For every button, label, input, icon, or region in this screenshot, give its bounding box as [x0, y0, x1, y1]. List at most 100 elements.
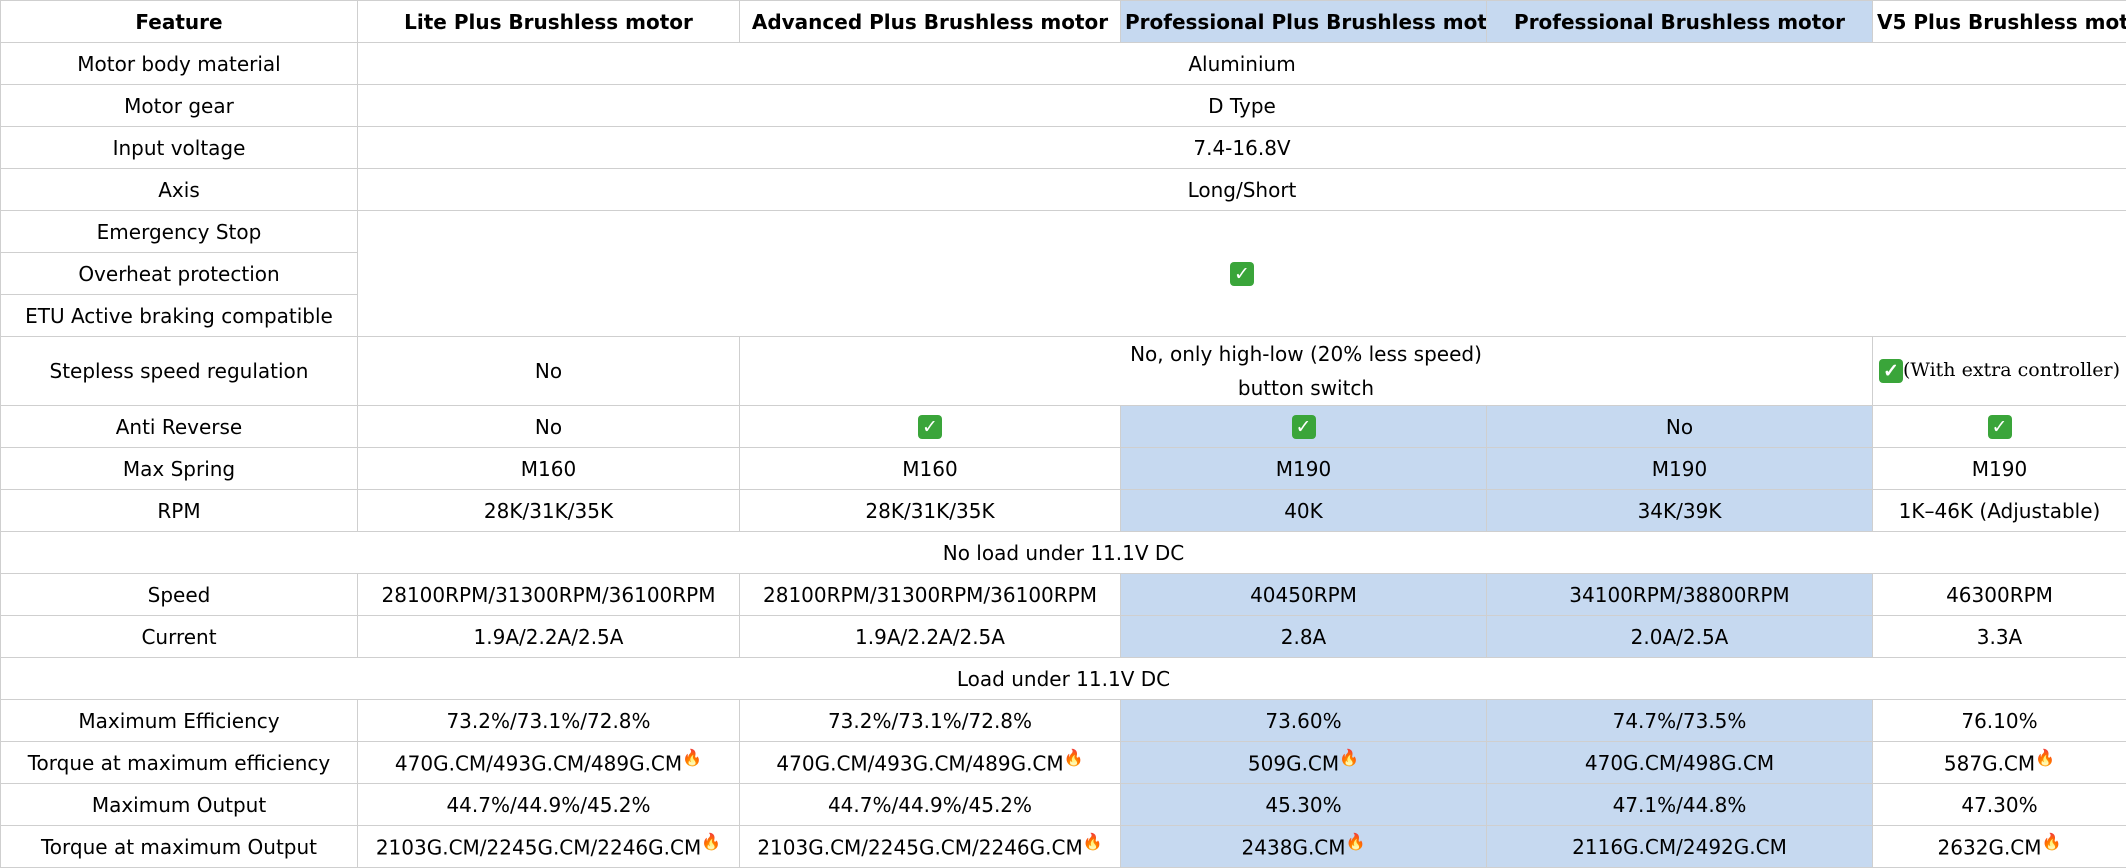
- section-heading-no-load: No load under 11.1V DC: [1, 532, 2126, 574]
- cell-advanced-value: 470G.CM/493G.CM/489G.CM: [776, 751, 1063, 775]
- cell-advanced: 1.9A/2.2A/2.5A: [740, 616, 1121, 658]
- cell-pro-plus: 45.30%: [1121, 784, 1487, 826]
- cell-lite: 1.9A/2.2A/2.5A: [358, 616, 740, 658]
- cell-advanced: 28100RPM/31300RPM/36100RPM: [740, 574, 1121, 616]
- cell-v5: 2632G.CM🔥: [1873, 826, 2126, 868]
- cell-pro-plus-value: 509G.CM: [1248, 751, 1339, 775]
- cell-pro: 470G.CM/498G.CM: [1487, 742, 1873, 784]
- table-row: Emergency Stop ✓: [1, 211, 2126, 253]
- row-label: ETU Active braking compatible: [1, 295, 358, 337]
- cell-advanced-value: 2103G.CM/2245G.CM/2246G.CM: [757, 835, 1082, 859]
- fire-icon: 🔥: [1064, 750, 1084, 766]
- cell-v5: 587G.CM🔥: [1873, 742, 2126, 784]
- row-label: Emergency Stop: [1, 211, 358, 253]
- cell-pro-plus: 509G.CM🔥: [1121, 742, 1487, 784]
- header-pro-plus: Professional Plus Brushless motor: [1121, 1, 1487, 43]
- cell-advanced: ✓: [740, 406, 1121, 448]
- cell-v5: 46300RPM: [1873, 574, 2126, 616]
- merged-value: D Type: [358, 85, 2126, 127]
- fire-icon: 🔥: [2042, 834, 2062, 850]
- merged-value: Aluminium: [358, 43, 2126, 85]
- cell-lite: M160: [358, 448, 740, 490]
- row-label: Maximum Output: [1, 784, 358, 826]
- cell-v5-note: (With extra controller): [1903, 359, 2120, 381]
- cell-lite-value: 2103G.CM/2245G.CM/2246G.CM: [376, 835, 701, 859]
- cell-lite: 2103G.CM/2245G.CM/2246G.CM🔥: [358, 826, 740, 868]
- cell-advanced: 28K/31K/35K: [740, 490, 1121, 532]
- cell-lite: 28K/31K/35K: [358, 490, 740, 532]
- table-row: Motor gear D Type: [1, 85, 2126, 127]
- cell-v5: 76.10%: [1873, 700, 2126, 742]
- cell-v5: M190: [1873, 448, 2126, 490]
- table-row: Speed 28100RPM/31300RPM/36100RPM 28100RP…: [1, 574, 2126, 616]
- row-label: Axis: [1, 169, 358, 211]
- header-advanced: Advanced Plus Brushless motor: [740, 1, 1121, 43]
- check-mark-icon: ✓: [918, 415, 942, 439]
- row-label: Stepless speed regulation: [1, 337, 358, 406]
- fire-icon: 🔥: [1346, 834, 1366, 850]
- cell-pro-plus: 40K: [1121, 490, 1487, 532]
- cell-v5: 3.3A: [1873, 616, 2126, 658]
- fire-icon: 🔥: [2035, 750, 2055, 766]
- merged-check-cell: ✓: [358, 211, 2126, 337]
- check-mark-icon: ✓: [1988, 415, 2012, 439]
- merged-value: Long/Short: [358, 169, 2126, 211]
- merged-value: No, only high-low (20% less speed) butto…: [740, 337, 1873, 406]
- table-row: RPM 28K/31K/35K 28K/31K/35K 40K 34K/39K …: [1, 490, 2126, 532]
- cell-v5: 47.30%: [1873, 784, 2126, 826]
- cell-lite: No: [358, 337, 740, 406]
- cell-pro-plus: 40450RPM: [1121, 574, 1487, 616]
- table-row: Input voltage 7.4-16.8V: [1, 127, 2126, 169]
- cell-advanced: 44.7%/44.9%/45.2%: [740, 784, 1121, 826]
- cell-pro: 2.0A/2.5A: [1487, 616, 1873, 658]
- cell-pro-plus: 73.60%: [1121, 700, 1487, 742]
- cell-v5: ✓(With extra controller): [1873, 337, 2126, 406]
- cell-pro: 2116G.CM/2492G.CM: [1487, 826, 1873, 868]
- row-label: Current: [1, 616, 358, 658]
- section-row: Load under 11.1V DC: [1, 658, 2126, 700]
- row-label: Motor gear: [1, 85, 358, 127]
- header-row: Feature Lite Plus Brushless motor Advanc…: [1, 1, 2126, 43]
- cell-pro-plus: M190: [1121, 448, 1487, 490]
- fire-icon: 🔥: [1083, 834, 1103, 850]
- cell-pro: 34K/39K: [1487, 490, 1873, 532]
- row-label: Speed: [1, 574, 358, 616]
- fire-icon: 🔥: [682, 750, 702, 766]
- cell-lite: 73.2%/73.1%/72.8%: [358, 700, 740, 742]
- row-label: Torque at maximum Output: [1, 826, 358, 868]
- cell-pro-plus: 2.8A: [1121, 616, 1487, 658]
- table-row: Motor body material Aluminium: [1, 43, 2126, 85]
- section-heading-load: Load under 11.1V DC: [1, 658, 2126, 700]
- table-row: Stepless speed regulation No No, only hi…: [1, 337, 2126, 406]
- cell-v5-value: 587G.CM: [1944, 751, 2035, 775]
- table-row: Max Spring M160 M160 M190 M190 M190: [1, 448, 2126, 490]
- section-row: No load under 11.1V DC: [1, 532, 2126, 574]
- header-pro: Professional Brushless motor: [1487, 1, 1873, 43]
- row-label: Motor body material: [1, 43, 358, 85]
- row-label: Overheat protection: [1, 253, 358, 295]
- cell-advanced: 73.2%/73.1%/72.8%: [740, 700, 1121, 742]
- header-feature: Feature: [1, 1, 358, 43]
- fire-icon: 🔥: [1339, 750, 1359, 766]
- cell-lite: 44.7%/44.9%/45.2%: [358, 784, 740, 826]
- check-mark-icon: ✓: [1879, 359, 1903, 383]
- merged-value-line2: button switch: [1238, 376, 1374, 400]
- header-lite: Lite Plus Brushless motor: [358, 1, 740, 43]
- header-v5: V5 Plus Brushless motor: [1873, 1, 2126, 43]
- cell-v5: 1K–46K (Adjustable): [1873, 490, 2126, 532]
- row-label: Anti Reverse: [1, 406, 358, 448]
- merged-value: 7.4-16.8V: [358, 127, 2126, 169]
- cell-pro: 34100RPM/38800RPM: [1487, 574, 1873, 616]
- row-label: Input voltage: [1, 127, 358, 169]
- row-label: Max Spring: [1, 448, 358, 490]
- table-row: Anti Reverse No ✓ ✓ No ✓: [1, 406, 2126, 448]
- cell-pro: 47.1%/44.8%: [1487, 784, 1873, 826]
- cell-v5: ✓: [1873, 406, 2126, 448]
- cell-lite: 470G.CM/493G.CM/489G.CM🔥: [358, 742, 740, 784]
- fire-icon: 🔥: [701, 834, 721, 850]
- table-row: Axis Long/Short: [1, 169, 2126, 211]
- check-mark-icon: ✓: [1230, 262, 1254, 286]
- cell-lite-value: 470G.CM/493G.CM/489G.CM: [395, 751, 682, 775]
- cell-pro: 74.7%/73.5%: [1487, 700, 1873, 742]
